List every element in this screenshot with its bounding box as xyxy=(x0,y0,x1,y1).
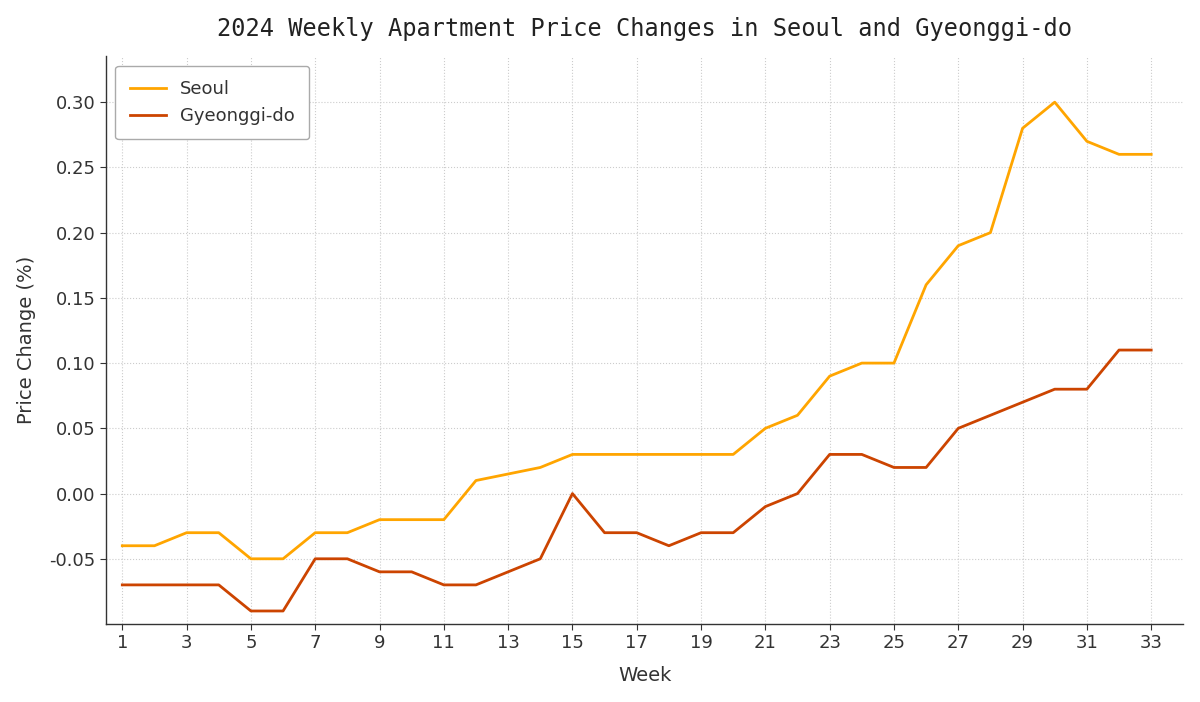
Gyeonggi-do xyxy=(115,581,130,589)
Legend: Seoul, Gyeonggi-do: Seoul, Gyeonggi-do xyxy=(115,65,310,140)
Seoul xyxy=(115,541,130,550)
Seoul xyxy=(276,555,290,563)
Gyeonggi-do xyxy=(1015,398,1030,406)
Seoul xyxy=(404,515,419,524)
Seoul xyxy=(372,515,386,524)
Gyeonggi-do xyxy=(1048,385,1062,393)
Seoul xyxy=(887,359,901,367)
Gyeonggi-do xyxy=(854,450,869,458)
Seoul xyxy=(630,450,644,458)
Seoul xyxy=(244,555,258,563)
Gyeonggi-do xyxy=(822,450,836,458)
Gyeonggi-do xyxy=(758,503,773,511)
Seoul xyxy=(1015,124,1030,133)
Title: 2024 Weekly Apartment Price Changes in Seoul and Gyeonggi-do: 2024 Weekly Apartment Price Changes in S… xyxy=(217,17,1073,41)
Gyeonggi-do xyxy=(726,529,740,537)
Gyeonggi-do xyxy=(952,424,966,432)
Gyeonggi-do xyxy=(500,568,515,576)
Seoul xyxy=(983,228,997,237)
Gyeonggi-do xyxy=(308,555,323,563)
Gyeonggi-do xyxy=(180,581,194,589)
Gyeonggi-do xyxy=(887,463,901,472)
Seoul xyxy=(565,450,580,458)
Seoul xyxy=(694,450,708,458)
Gyeonggi-do xyxy=(983,411,997,420)
Seoul xyxy=(180,529,194,537)
Seoul xyxy=(1048,98,1062,107)
Seoul xyxy=(1144,150,1158,159)
Gyeonggi-do xyxy=(919,463,934,472)
Seoul xyxy=(854,359,869,367)
Gyeonggi-do xyxy=(244,607,258,615)
Gyeonggi-do xyxy=(148,581,162,589)
Gyeonggi-do xyxy=(598,529,612,537)
Gyeonggi-do xyxy=(1144,346,1158,355)
Gyeonggi-do xyxy=(533,555,547,563)
Gyeonggi-do xyxy=(630,529,644,537)
Seoul xyxy=(148,541,162,550)
Seoul xyxy=(791,411,805,420)
Gyeonggi-do xyxy=(1080,385,1094,393)
Seoul xyxy=(661,450,676,458)
Seoul xyxy=(822,372,836,380)
Gyeonggi-do xyxy=(791,489,805,498)
Line: Gyeonggi-do: Gyeonggi-do xyxy=(122,350,1151,611)
X-axis label: Week: Week xyxy=(618,666,672,685)
Gyeonggi-do xyxy=(276,607,290,615)
Gyeonggi-do xyxy=(340,555,354,563)
Seoul xyxy=(952,241,966,250)
Seoul xyxy=(437,515,451,524)
Seoul xyxy=(500,470,515,478)
Y-axis label: Price Change (%): Price Change (%) xyxy=(17,256,36,425)
Gyeonggi-do xyxy=(211,581,226,589)
Gyeonggi-do xyxy=(372,568,386,576)
Gyeonggi-do xyxy=(437,581,451,589)
Seoul xyxy=(726,450,740,458)
Gyeonggi-do xyxy=(469,581,484,589)
Seoul xyxy=(1112,150,1127,159)
Seoul xyxy=(340,529,354,537)
Line: Seoul: Seoul xyxy=(122,102,1151,559)
Gyeonggi-do xyxy=(404,568,419,576)
Seoul xyxy=(1080,137,1094,145)
Seoul xyxy=(758,424,773,432)
Seoul xyxy=(308,529,323,537)
Seoul xyxy=(469,476,484,484)
Gyeonggi-do xyxy=(694,529,708,537)
Seoul xyxy=(598,450,612,458)
Seoul xyxy=(211,529,226,537)
Seoul xyxy=(919,281,934,289)
Seoul xyxy=(533,463,547,472)
Gyeonggi-do xyxy=(565,489,580,498)
Gyeonggi-do xyxy=(661,541,676,550)
Gyeonggi-do xyxy=(1112,346,1127,355)
